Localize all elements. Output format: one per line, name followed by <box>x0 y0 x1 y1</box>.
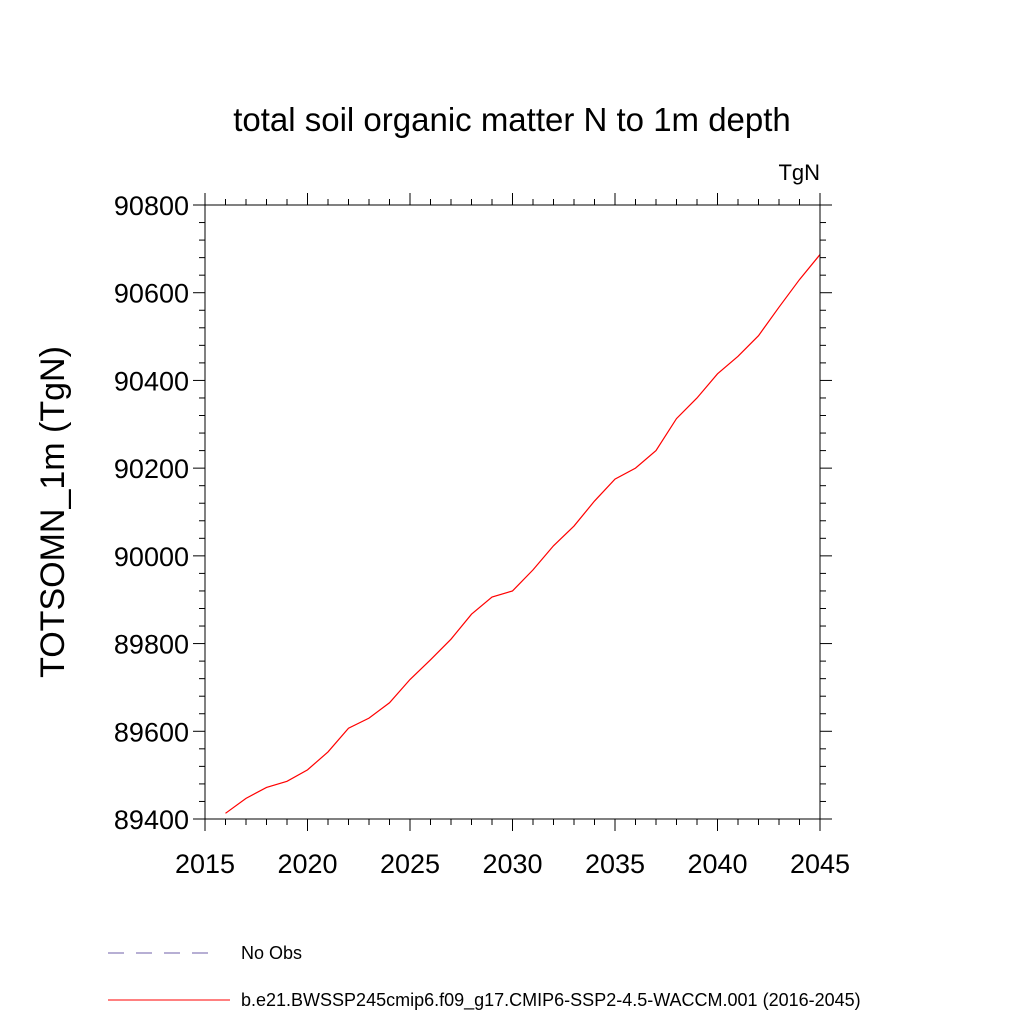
axis-ticks <box>193 193 832 831</box>
x-tick-label: 2035 <box>585 849 645 879</box>
units-label: TgN <box>778 160 820 185</box>
x-tick-label: 2030 <box>482 849 542 879</box>
x-tick-label: 2045 <box>790 849 850 879</box>
legend-label-model-run: b.e21.BWSSP245cmip6.f09_g17.CMIP6-SSP2-4… <box>241 990 861 1011</box>
x-tick-label: 2025 <box>380 849 440 879</box>
y-tick-label: 90800 <box>114 191 189 221</box>
y-tick-label: 89600 <box>114 717 189 747</box>
y-tick-label: 89800 <box>114 630 189 660</box>
y-tick-label: 90200 <box>114 454 189 484</box>
y-axis-label: TOTSOMN_1m (TgN) <box>34 346 72 678</box>
y-tick-label: 90000 <box>114 542 189 572</box>
x-tick-label: 2015 <box>175 849 235 879</box>
plot-frame <box>204 204 821 820</box>
legend: No Obs b.e21.BWSSP245cmip6.f09_g17.CMIP6… <box>108 943 861 1011</box>
x-tick-label: 2040 <box>687 849 747 879</box>
y-tick-label: 90600 <box>114 279 189 309</box>
series-layer <box>225 254 821 814</box>
y-tick-label: 89400 <box>114 805 189 835</box>
y-tick-label: 90400 <box>114 366 189 396</box>
chart-title: total soil organic matter N to 1m depth <box>233 101 791 138</box>
series-line-0 <box>225 254 821 814</box>
tick-labels: 2015 2020 2025 2030 2035 2040 2045 89400 89600 89… <box>114 191 850 879</box>
legend-label-no-obs: No Obs <box>241 943 302 963</box>
x-tick-label: 2020 <box>277 849 337 879</box>
